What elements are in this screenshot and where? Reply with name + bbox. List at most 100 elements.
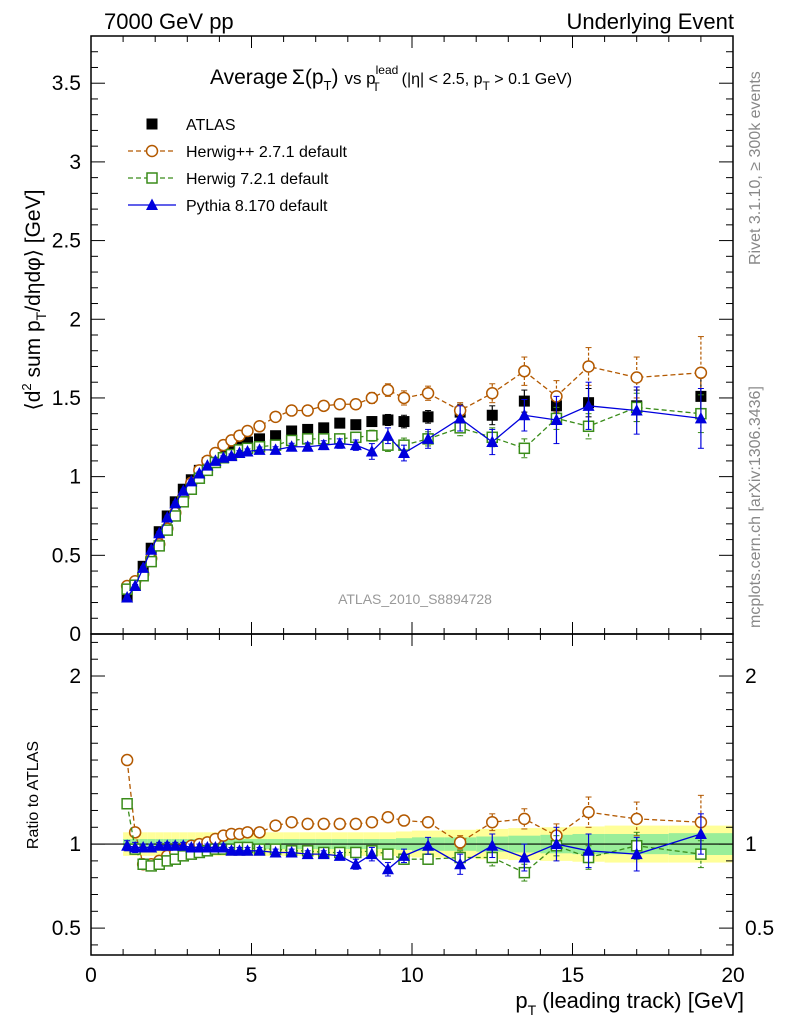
main-y-tick-label: 1 bbox=[69, 466, 81, 489]
main-title: Average Σ(pT) vs plead T (|η| < 2.5, pT > 0.… bbox=[210, 63, 572, 94]
x-tick-label: 0 bbox=[85, 964, 97, 987]
x-tick-label: 10 bbox=[400, 964, 423, 987]
main-data-point bbox=[201, 459, 214, 471]
ratio-data-point bbox=[365, 847, 378, 860]
ratio-data-point bbox=[422, 839, 435, 851]
data-layer bbox=[120, 336, 708, 882]
main-series-line bbox=[126, 405, 701, 598]
ratio-data-point bbox=[422, 853, 434, 865]
ratio-data-point bbox=[233, 844, 246, 856]
ratio-y-axis-label: Ratio to ATLAS bbox=[25, 741, 42, 849]
main-data-point bbox=[550, 413, 563, 425]
axes-layer: 0 5 10 15 20 0 0.5 1 1.5 2 2.5 3 3.5 0.5 0.5 1 1 2 2 bbox=[52, 35, 774, 987]
ratio-data-point bbox=[129, 840, 142, 853]
main-data-point bbox=[153, 526, 166, 539]
main-data-point bbox=[169, 496, 182, 509]
ratio-data-point bbox=[486, 815, 499, 829]
ratio-data-point bbox=[193, 840, 206, 853]
ratio-data-point bbox=[153, 839, 166, 851]
main-data-point bbox=[582, 360, 595, 373]
legend-label: ATLAS bbox=[186, 117, 236, 134]
x-tick-label: 5 bbox=[246, 964, 258, 987]
main-series-atlas bbox=[121, 376, 707, 603]
legend-entry: Herwig++ 2.7.1 default bbox=[128, 144, 348, 161]
main-data-point bbox=[241, 436, 253, 448]
header-left: 7000 GeV pp bbox=[104, 9, 234, 34]
x-axis-label: pT (leading track) [GeV] bbox=[515, 988, 744, 1018]
main-data-point bbox=[454, 411, 467, 424]
legend-entry: ATLAS bbox=[146, 117, 236, 134]
main-data-point bbox=[381, 383, 395, 397]
ratio-data-point bbox=[486, 839, 499, 851]
ratio-data-point bbox=[454, 857, 467, 870]
ratio-data-point bbox=[382, 848, 394, 860]
main-data-point bbox=[253, 443, 266, 455]
main-series-herwig-7-2-1-default bbox=[121, 392, 707, 595]
main-data-point bbox=[129, 579, 142, 592]
main-y-tick-label: 0 bbox=[69, 623, 81, 646]
main-data-point bbox=[381, 429, 394, 441]
main-data-point bbox=[269, 443, 282, 455]
main-data-point bbox=[177, 484, 190, 496]
ratio-data-point bbox=[349, 817, 363, 831]
ratio-data-point bbox=[453, 836, 467, 849]
ratio-y-tick-label-right: 1 bbox=[745, 833, 757, 856]
main-data-point bbox=[630, 404, 643, 416]
ratio-data-point bbox=[694, 827, 707, 839]
ratio-data-point bbox=[285, 845, 298, 858]
ratio-data-point bbox=[421, 815, 435, 829]
main-data-point bbox=[285, 404, 298, 417]
main-plot-area bbox=[120, 336, 708, 603]
legend-marker bbox=[146, 198, 158, 210]
main-data-point bbox=[185, 474, 198, 487]
ratio-data-point bbox=[317, 817, 330, 831]
main-y-tick-label: 0.5 bbox=[52, 544, 81, 567]
main-data-point bbox=[254, 433, 266, 445]
ratio-data-point bbox=[217, 840, 230, 853]
ratio-data-point bbox=[225, 844, 238, 856]
ratio-data-point bbox=[582, 844, 595, 856]
main-data-point bbox=[302, 423, 314, 435]
legend-label: Herwig 7.2.1 default bbox=[186, 171, 329, 188]
main-data-point bbox=[137, 561, 150, 573]
main-data-point bbox=[349, 438, 362, 451]
main-data-point bbox=[694, 366, 708, 380]
main-data-point bbox=[366, 429, 378, 442]
ratio-data-point bbox=[333, 817, 347, 831]
main-data-point bbox=[270, 430, 282, 442]
ratio-data-point bbox=[350, 846, 362, 859]
ratio-data-point bbox=[349, 857, 362, 870]
ratio-y-tick-label: 1 bbox=[69, 833, 81, 856]
ratio-data-point bbox=[301, 847, 314, 860]
main-data-point bbox=[269, 410, 282, 424]
ratio-y-tick-label-right: 2 bbox=[745, 665, 757, 688]
ratio-plot-area bbox=[120, 753, 708, 882]
legend-label: Pythia 8.170 default bbox=[186, 198, 328, 215]
main-data-point bbox=[366, 416, 378, 428]
ratio-data-point bbox=[397, 814, 411, 827]
main-y-tick-label: 1.5 bbox=[52, 387, 81, 410]
main-y-tick-label: 2 bbox=[69, 308, 81, 331]
main-data-point bbox=[397, 391, 411, 405]
main-data-point bbox=[241, 424, 254, 438]
ratio-data-point bbox=[253, 844, 266, 856]
ratio-data-point bbox=[161, 839, 174, 851]
main-series-line bbox=[126, 406, 701, 590]
main-data-point bbox=[301, 404, 314, 417]
header-right: Underlying Event bbox=[566, 9, 734, 34]
main-data-point bbox=[582, 399, 595, 411]
ratio-series-line bbox=[126, 833, 702, 871]
main-data-point bbox=[121, 590, 134, 603]
x-tick-label: 20 bbox=[721, 964, 744, 987]
ratio-data-point bbox=[381, 862, 394, 875]
main-data-point bbox=[209, 454, 222, 466]
x-tick-label: 15 bbox=[561, 964, 584, 987]
main-data-point bbox=[153, 540, 165, 552]
main-data-point bbox=[486, 409, 498, 421]
legend: ATLAS Herwig++ 2.7.1 default Herwig 7.2.1 … bbox=[128, 117, 348, 215]
main-data-point bbox=[694, 411, 707, 424]
ratio-data-point bbox=[169, 839, 182, 851]
main-data-point bbox=[397, 446, 410, 459]
